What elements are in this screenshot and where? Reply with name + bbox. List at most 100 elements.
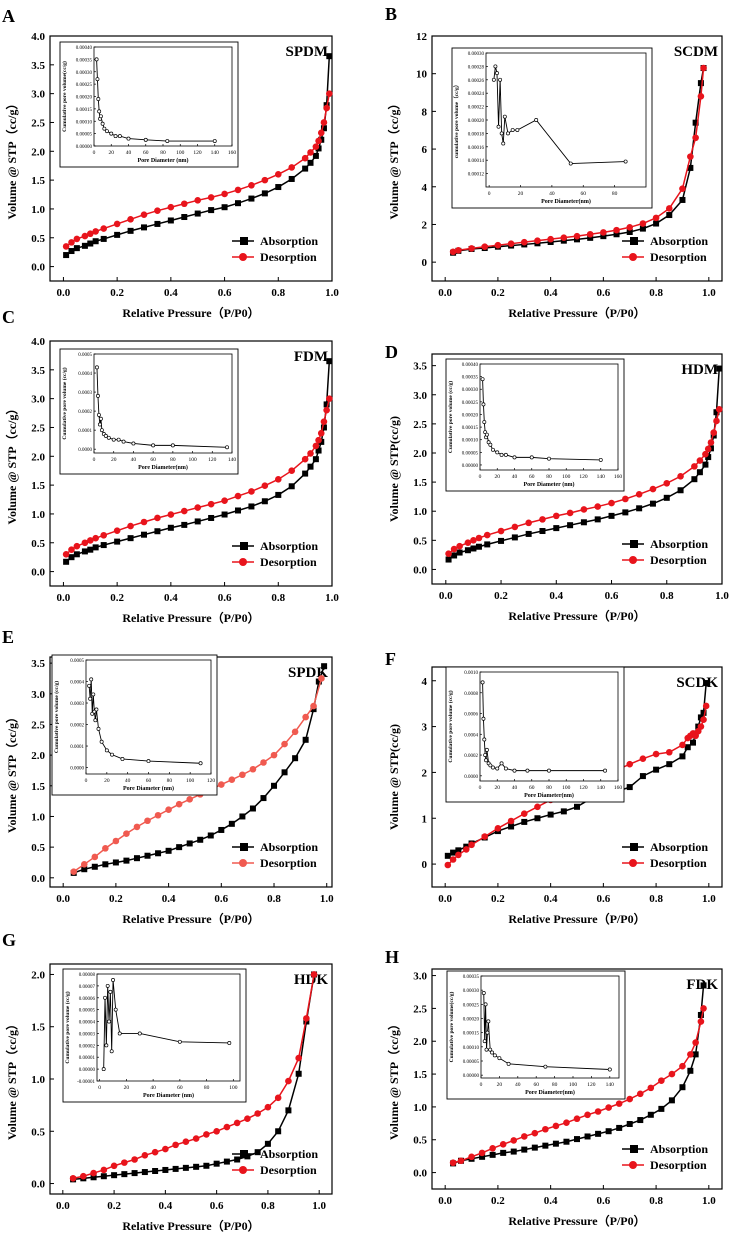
data-point-absorption (307, 463, 314, 470)
data-point-absorption (312, 456, 319, 463)
data-point-desorption (285, 1077, 292, 1085)
data-point-absorption (92, 544, 99, 551)
data-point-desorption (312, 143, 320, 150)
y-axis-title: Volume @ STP（cc/g） (4, 97, 19, 219)
data-point-absorption (235, 200, 241, 207)
inset-data-point (108, 989, 113, 994)
inset-x-tick-label: 120 (208, 457, 217, 463)
data-point-absorption (320, 424, 327, 431)
data-point-desorption (700, 1005, 707, 1012)
data-point-absorption (197, 836, 204, 843)
data-point-desorption (700, 64, 707, 72)
inset-y-axis-title: Cumulative pore volume (cc/g) (64, 991, 71, 1063)
x-tick-label: 0.4 (544, 1195, 558, 1207)
data-point-desorption (261, 176, 269, 184)
inset-data-point (525, 768, 530, 773)
inset-data-point (490, 1050, 494, 1055)
data-point-desorption (677, 472, 684, 480)
inset-x-tick-label: 0 (479, 474, 482, 480)
data-point-absorption (697, 714, 704, 721)
y-tick-label: 4 (422, 676, 428, 688)
data-point-absorption (547, 811, 554, 818)
inset-y-tick-label: 0.00003 (79, 1032, 96, 1037)
inset-data-point (510, 128, 515, 132)
x-tick-label: 0.0 (57, 287, 71, 299)
data-point-absorption (521, 1146, 528, 1153)
inset-x-axis-title: Pore Diameter(nm) (541, 198, 591, 205)
data-point-absorption (658, 1105, 665, 1112)
inset-y-tick-label: 0.0004 (464, 733, 478, 738)
data-point-absorption (700, 709, 707, 716)
legend-marker-circle (629, 1161, 637, 1169)
data-point-absorption (684, 744, 691, 751)
data-point-desorption (450, 545, 458, 553)
inset-data-point (480, 377, 485, 382)
x-tick-label: 0.8 (267, 893, 281, 905)
data-point-absorption (525, 530, 532, 537)
panel-label: E (2, 627, 14, 647)
inset-x-tick-label: 0 (479, 785, 482, 791)
data-point-absorption (696, 469, 703, 476)
y-tick-label: 0.0 (413, 1168, 427, 1180)
data-point-desorption (542, 1125, 549, 1133)
inset-y-tick-label: 0.00015 (76, 108, 93, 113)
x-tick-label: 1.0 (325, 287, 339, 299)
inset-y-tick-label: 0.00005 (463, 1060, 480, 1065)
data-point-desorption (288, 467, 296, 475)
inset-data-point (598, 457, 603, 462)
data-point-desorption (715, 406, 723, 413)
x-axis-title: Relative Pressure（P/P0） (122, 305, 259, 320)
data-point-absorption (63, 252, 70, 259)
panel-label: B (385, 4, 397, 24)
data-point-absorption (510, 1148, 517, 1155)
inset-x-tick-label: 80 (546, 474, 552, 480)
data-point-absorption (312, 152, 319, 159)
data-point-absorption (687, 1067, 694, 1074)
data-point-desorption (310, 971, 318, 978)
data-point-absorption (176, 844, 183, 851)
inset-y-tick-label: 0.00007 (79, 985, 96, 990)
data-point-absorption (613, 231, 620, 238)
data-point-absorption (636, 505, 643, 512)
inset-x-tick-label: 140 (228, 457, 237, 463)
data-point-absorption (653, 220, 660, 227)
sample-title: FDM (294, 349, 328, 365)
inset-data-point (481, 991, 486, 995)
data-point-desorption (248, 182, 255, 189)
x-tick-label: 0.0 (56, 893, 70, 905)
data-point-desorption (307, 450, 314, 457)
inset-y-axis-title: Cumulative pore volume(cc/g) (61, 61, 68, 132)
inset-data-point (495, 71, 499, 76)
inset-data-point (104, 1043, 109, 1048)
y-axis-title: Volume @ STP（cc/g） (386, 1018, 401, 1140)
inset-data-point (499, 761, 504, 766)
x-tick-label: 0.4 (549, 590, 563, 602)
data-point-absorption (679, 196, 686, 203)
inset-data-point (484, 758, 488, 763)
data-point-desorption (713, 417, 720, 425)
data-point-desorption (100, 225, 108, 232)
data-point-desorption (510, 1137, 518, 1144)
data-point-absorption (111, 1172, 118, 1179)
y-tick-label: 3.5 (31, 60, 45, 72)
x-axis-title: Relative Pressure（P/P0） (508, 911, 645, 926)
inset-data-point (515, 128, 520, 132)
inset-y-tick-label: 0.00012 (468, 173, 485, 178)
data-point-desorption (302, 713, 309, 721)
data-point-desorption (481, 243, 489, 250)
data-point-absorption (81, 242, 88, 249)
data-point-desorption (445, 550, 452, 558)
data-point-absorption (705, 454, 712, 461)
data-point-absorption (275, 1128, 282, 1135)
inset-x-tick-label: 120 (587, 1082, 596, 1088)
data-point-desorption (605, 1104, 612, 1111)
data-point-absorption (594, 516, 601, 523)
x-tick-label: 0.6 (218, 592, 232, 604)
data-point-desorption (270, 751, 278, 759)
inset-data-point (102, 126, 107, 131)
data-point-absorption (320, 125, 327, 132)
data-point-absorption (521, 818, 528, 825)
x-axis-title: Relative Pressure（P/P0） (122, 610, 259, 625)
y-tick-label: 1.0 (31, 811, 45, 823)
data-point-absorption (91, 863, 98, 870)
